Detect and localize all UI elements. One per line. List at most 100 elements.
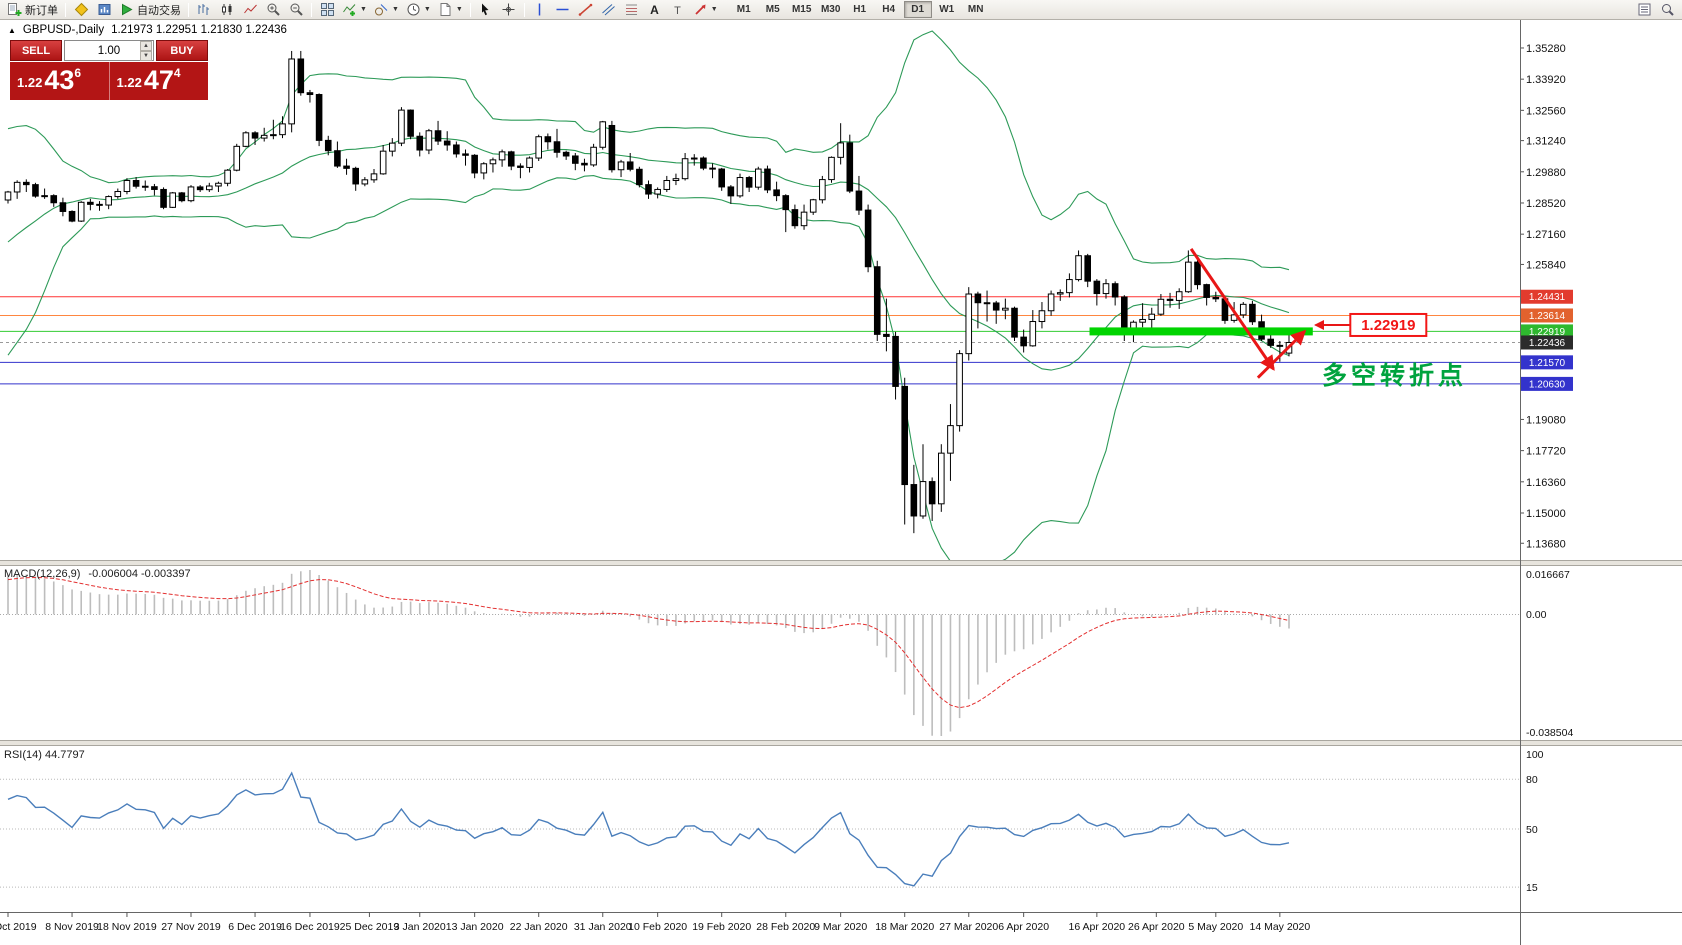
candle-body: [745, 177, 753, 188]
y-axis-label: 1.28520: [1526, 198, 1566, 210]
candle-body: [983, 302, 991, 305]
reversal-up-arrow[interactable]: [1256, 329, 1307, 379]
turning-point-label[interactable]: 多空转折点: [1322, 361, 1467, 390]
macd-values: -0.006004 -0.003397: [88, 568, 191, 580]
indicators-button[interactable]: ▼: [339, 1, 370, 19]
objects-icon: [374, 4, 388, 16]
candle-body: [572, 155, 579, 164]
horizontal-line-button[interactable]: [552, 1, 574, 19]
downtrend-arrow[interactable]: [1189, 247, 1275, 371]
timeframe-m15[interactable]: M15: [788, 1, 816, 18]
candle-body: [626, 161, 634, 170]
volume-increase-icon[interactable]: ▲: [140, 41, 152, 51]
candle-body: [1020, 336, 1027, 347]
timeframe-m1[interactable]: M1: [730, 1, 758, 18]
candle-body: [1148, 313, 1156, 320]
y-axis-label: 1.35280: [1526, 43, 1566, 55]
one-click-trading-panel: SELL 1.00 ▲ ▼ BUY 1.22 43 6 1.22 47 4: [10, 40, 208, 100]
sell-button[interactable]: SELL: [10, 40, 62, 61]
channel-button[interactable]: [598, 1, 620, 19]
search-button[interactable]: [1656, 1, 1678, 19]
bar-chart-button[interactable]: [193, 1, 215, 19]
crosshair-button[interactable]: [498, 1, 520, 19]
line-chart-button[interactable]: [239, 1, 261, 19]
volume-field[interactable]: 1.00 ▲ ▼: [64, 40, 154, 61]
metaeditor-button[interactable]: [70, 1, 92, 19]
arrow-tool-icon: [695, 4, 706, 15]
template-button[interactable]: ▼: [435, 1, 466, 19]
candle-body: [855, 190, 863, 211]
date-label: 18 Mar 2020: [875, 921, 934, 933]
current-price-badge-text: 1.22436: [1529, 338, 1566, 349]
time-axis[interactable]: [0, 912, 1520, 945]
timeframe-mn[interactable]: MN: [962, 1, 990, 18]
label-button[interactable]: T: [667, 1, 689, 19]
candle-body: [608, 124, 616, 171]
trendline-button[interactable]: [575, 1, 597, 19]
candle-body: [581, 162, 588, 166]
chevron-down-icon: ▼: [423, 6, 431, 13]
candle-body: [96, 203, 103, 206]
cursor-button[interactable]: [475, 1, 497, 19]
candle-body: [864, 209, 872, 268]
sell-price[interactable]: 1.22 43 6: [10, 62, 110, 100]
buy-price[interactable]: 1.22 47 4: [110, 62, 209, 100]
buy-button[interactable]: BUY: [156, 40, 208, 61]
candle-body: [187, 186, 195, 202]
autotrading-button[interactable]: 自动交易: [116, 1, 184, 19]
date-label: 10 Feb 2020: [628, 921, 687, 933]
candle-body: [544, 136, 552, 143]
timeframe-h1[interactable]: H1: [846, 1, 874, 18]
pane-separator[interactable]: [0, 560, 1682, 566]
price-axis[interactable]: [1521, 20, 1682, 945]
y-axis-label: 1.32560: [1526, 105, 1566, 117]
timeframe-h4[interactable]: H4: [875, 1, 903, 18]
rsi-label: RSI(14) 44.7797: [4, 749, 85, 761]
new-order-button[interactable]: 新订单: [4, 1, 61, 19]
candle-body: [819, 179, 826, 201]
fibonacci-button[interactable]: [621, 1, 643, 19]
arrow-tool-button[interactable]: ▼: [690, 1, 721, 19]
candle-body: [1111, 283, 1119, 298]
sell-price-big: 43: [44, 65, 75, 95]
cursor-icon: [482, 3, 489, 16]
tile-windows-button[interactable]: [316, 1, 338, 19]
timeframe-d1[interactable]: D1: [903, 1, 932, 18]
candle-body: [892, 335, 899, 387]
candle-body: [324, 139, 332, 152]
objects-button[interactable]: ▼: [371, 1, 402, 19]
price-tag-box[interactable]: [1349, 312, 1428, 337]
candle-body: [1212, 296, 1220, 300]
market-watch-button[interactable]: [93, 1, 115, 19]
new-order-label: 新订单: [25, 4, 58, 17]
candle-body: [873, 266, 881, 335]
zoom-in-button[interactable]: [262, 1, 284, 19]
candle-body: [1157, 298, 1165, 315]
pane-separator[interactable]: [0, 740, 1682, 746]
period-button[interactable]: ▼: [403, 1, 434, 19]
candle-body: [617, 161, 625, 171]
candle-body: [370, 173, 378, 181]
chart-list-button[interactable]: [1633, 1, 1655, 19]
vertical-line-button[interactable]: [529, 1, 551, 19]
text-button[interactable]: A: [644, 1, 666, 19]
y-axis-label: 1.15000: [1526, 508, 1566, 520]
timeframe-w1[interactable]: W1: [933, 1, 961, 18]
support-zone-band[interactable]: [1089, 327, 1313, 336]
main-chart-pane[interactable]: [0, 20, 1520, 560]
indicators-icon: [343, 4, 356, 16]
macd-scale-min: -0.038504: [1526, 727, 1573, 739]
candle-body: [407, 109, 414, 137]
zoom-out-button[interactable]: [285, 1, 307, 19]
timeframe-m30[interactable]: M30: [817, 1, 845, 18]
macd-pane[interactable]: [0, 566, 1520, 740]
rsi-line: [7, 771, 1290, 887]
volume-decrease-icon[interactable]: ▼: [140, 51, 152, 61]
date-label: 6 Apr 2020: [998, 921, 1049, 933]
candle-body: [379, 150, 387, 175]
candle-body: [1249, 303, 1256, 323]
collapse-one-click-icon[interactable]: ▲: [8, 26, 16, 35]
candlestick-chart-button[interactable]: [216, 1, 238, 19]
candle-body: [1047, 293, 1055, 312]
timeframe-m5[interactable]: M5: [759, 1, 787, 18]
